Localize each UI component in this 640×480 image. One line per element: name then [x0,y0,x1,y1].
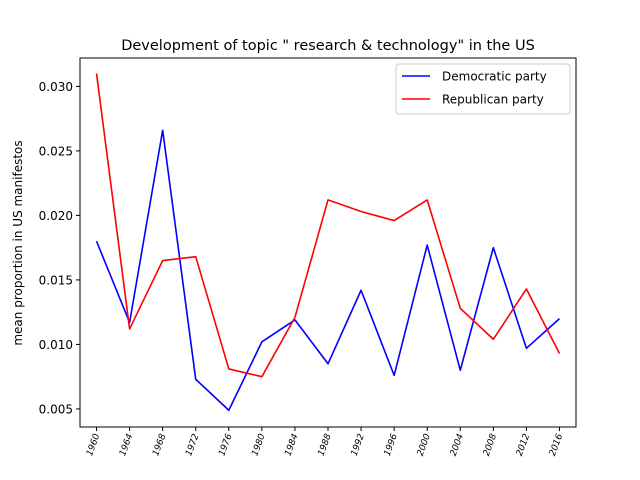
y-axis: 0.005 0.010 0.015 0.020 0.025 0.030 [39,80,80,416]
legend-box [395,63,571,115]
x-tick-label: 1996 [383,432,400,457]
y-tick-label: 0.015 [39,273,73,287]
x-tick-label: 1980 [250,432,267,457]
plot-frame [79,57,577,428]
series-line-democratic [95,129,561,412]
x-tick-label: 1976 [217,432,234,457]
x-tick-label: 1972 [184,432,201,457]
x-tick-label: 1968 [151,432,168,457]
x-tick-label: 2012 [515,432,532,457]
x-tick-label: 2016 [548,432,565,457]
x-tick-label: 1988 [317,432,334,457]
x-tick-label: 2008 [482,432,499,457]
x-tick-label: 1964 [118,432,135,457]
y-axis-label: mean proportion in US manifestos [11,140,25,345]
legend-label: Democratic party [442,70,547,84]
chart-title: Development of topic " research & techno… [121,38,535,54]
legend-label: Republican party [442,93,544,107]
x-tick-label: 1992 [350,432,367,457]
x-tick-label: 2004 [449,432,466,457]
x-tick-label: 1984 [284,432,301,457]
y-tick-label: 0.010 [39,338,73,352]
y-tick-label: 0.020 [39,209,73,223]
y-tick-label: 0.025 [39,144,73,158]
plot-area [95,73,561,412]
x-tick-label: 2000 [416,432,433,457]
x-tick-label: 1960 [85,432,102,457]
legend: Democratic party Republican party [395,63,571,115]
y-tick-label: 0.030 [39,80,73,94]
series-line-republican [95,73,561,378]
x-axis: 1960 1964 1968 1972 1976 1980 1984 1988 1992 1996… [85,427,565,458]
y-tick-label: 0.005 [39,402,73,416]
